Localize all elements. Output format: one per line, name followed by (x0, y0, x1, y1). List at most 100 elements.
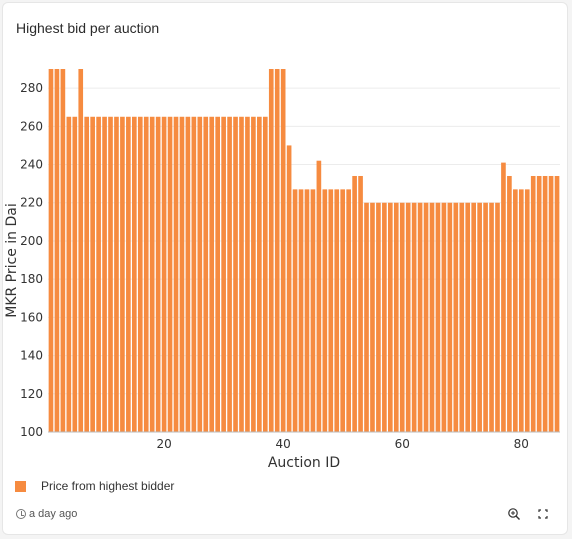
bar[interactable] (161, 116, 167, 433)
bar[interactable] (536, 175, 542, 432)
y-tick-label: 160 (20, 310, 43, 324)
bar[interactable] (251, 116, 256, 433)
x-tick-label: 60 (395, 437, 410, 451)
card-title: Highest bid per auction (16, 20, 160, 36)
bar[interactable] (221, 116, 226, 433)
bar[interactable] (48, 69, 54, 432)
zoom-in-icon[interactable] (507, 507, 521, 521)
bar[interactable] (102, 116, 107, 433)
bar[interactable] (447, 202, 453, 432)
bar[interactable] (179, 116, 185, 433)
expand-icon[interactable] (536, 507, 550, 521)
bar[interactable] (364, 202, 369, 432)
bar[interactable] (495, 202, 500, 432)
bar[interactable] (143, 116, 149, 433)
bar[interactable] (185, 116, 191, 433)
bar[interactable] (340, 189, 346, 432)
bar[interactable] (459, 202, 465, 432)
bar[interactable] (245, 116, 250, 433)
bar[interactable] (542, 175, 548, 432)
bar[interactable] (227, 116, 232, 433)
bar[interactable] (388, 202, 393, 432)
y-tick-label: 180 (20, 272, 43, 286)
y-tick-label: 100 (20, 425, 43, 439)
bar[interactable] (191, 116, 197, 433)
bar[interactable] (203, 116, 209, 433)
bar[interactable] (262, 116, 268, 433)
bar[interactable] (173, 116, 179, 433)
bar[interactable] (346, 189, 351, 432)
bar[interactable] (78, 69, 84, 432)
bar[interactable] (298, 189, 304, 432)
bar[interactable] (209, 116, 215, 433)
bar[interactable] (108, 116, 113, 433)
bar[interactable] (120, 116, 125, 433)
bar[interactable] (96, 116, 101, 433)
bar[interactable] (215, 116, 220, 433)
bar[interactable] (239, 116, 244, 433)
bar[interactable] (513, 189, 518, 432)
bar[interactable] (126, 116, 131, 433)
bar[interactable] (399, 202, 405, 432)
bar[interactable] (286, 145, 292, 432)
bar[interactable] (507, 175, 512, 432)
bar[interactable] (471, 202, 476, 432)
bar[interactable] (489, 202, 494, 432)
bar[interactable] (554, 175, 560, 432)
bar[interactable] (518, 189, 524, 432)
y-tick-label: 200 (20, 234, 43, 248)
bar[interactable] (530, 175, 536, 432)
bar[interactable] (548, 175, 554, 432)
bar[interactable] (483, 202, 488, 432)
bar[interactable] (233, 116, 238, 433)
bar[interactable] (477, 202, 482, 432)
bar-chart: 100 120 140 160 180 200 220 240 260 280 20 40 60 80 Au… (4, 69, 560, 471)
bar[interactable] (149, 116, 155, 433)
bar[interactable] (352, 175, 357, 432)
bar[interactable] (90, 116, 95, 433)
x-axis-title: Auction ID (268, 455, 340, 471)
y-axis-title: MKR Price in Dai (4, 203, 20, 318)
bar[interactable] (524, 189, 530, 432)
bar[interactable] (334, 189, 340, 432)
bar[interactable] (257, 116, 262, 433)
bar[interactable] (435, 202, 441, 432)
bar[interactable] (310, 189, 316, 432)
legend[interactable]: Price from highest bidder (15, 479, 174, 493)
bar[interactable] (453, 202, 459, 432)
bar[interactable] (167, 116, 173, 433)
bar[interactable] (405, 202, 411, 432)
bar[interactable] (423, 202, 429, 432)
bar[interactable] (322, 189, 328, 432)
bar[interactable] (316, 160, 322, 432)
bar[interactable] (114, 116, 119, 433)
bar[interactable] (72, 116, 78, 433)
bar[interactable] (66, 116, 72, 433)
bar[interactable] (328, 189, 334, 432)
bar[interactable] (60, 69, 66, 432)
bar[interactable] (358, 175, 363, 432)
bar[interactable] (429, 202, 435, 432)
bar[interactable] (376, 202, 381, 432)
bar[interactable] (304, 189, 310, 432)
bar[interactable] (155, 116, 161, 433)
bar[interactable] (441, 202, 447, 432)
bar[interactable] (274, 69, 280, 432)
bar[interactable] (382, 202, 387, 432)
bar[interactable] (54, 69, 60, 432)
bar[interactable] (370, 202, 375, 432)
bar[interactable] (137, 116, 143, 433)
bar[interactable] (393, 202, 399, 432)
y-tick-label: 260 (20, 119, 43, 133)
bar[interactable] (132, 116, 137, 433)
bar[interactable] (268, 69, 274, 432)
bar[interactable] (280, 69, 286, 432)
bar[interactable] (501, 162, 506, 432)
bar[interactable] (411, 202, 417, 432)
bar[interactable] (84, 116, 90, 433)
bar[interactable] (417, 202, 423, 432)
bar[interactable] (465, 202, 471, 432)
legend-label: Price from highest bidder (41, 479, 175, 493)
bar[interactable] (197, 116, 203, 433)
bar[interactable] (292, 189, 298, 432)
